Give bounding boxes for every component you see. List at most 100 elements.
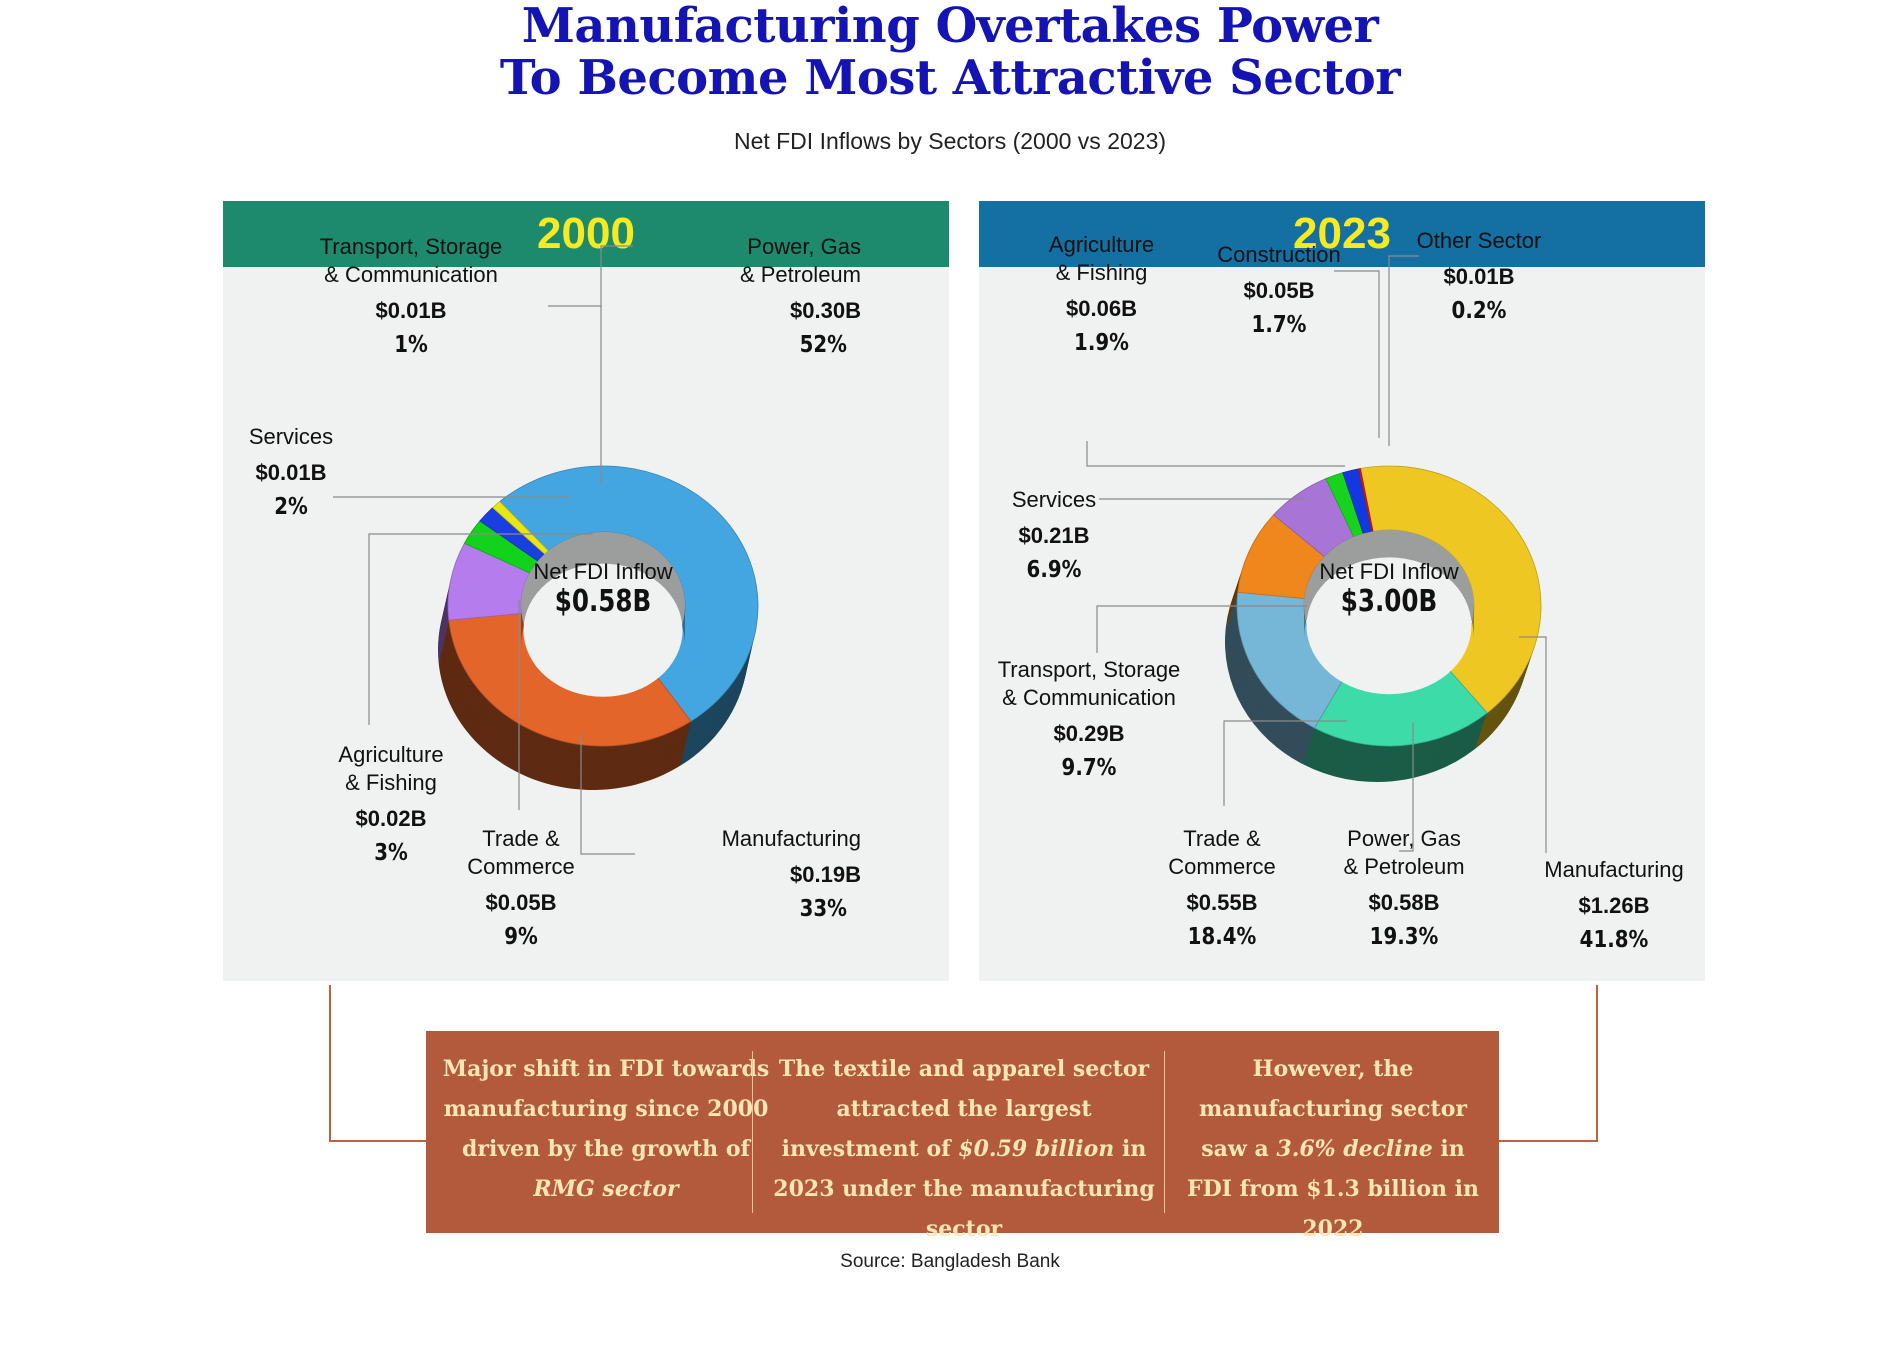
label-power-gas-petroleum: Power, Gas & Petroleum $0.58B 19.3% — [1319, 825, 1489, 951]
title-line-1: Manufacturing Overtakes Power — [521, 0, 1379, 54]
label-value: $0.29B — [1053, 721, 1125, 746]
note-1-text: Major shift in FDI towards manufacturing… — [442, 1056, 770, 1162]
donut-inner-wall — [1304, 530, 1474, 639]
panel-2000: 2000 Net FDI Inflow $0.58B Power, Gas & Pet… — [223, 201, 949, 981]
leader-other-sector — [1388, 255, 1419, 446]
label-transport-storage-communication: Transport, Storage & Communication $0.29B 9… — [989, 656, 1189, 782]
label-name-line: & Communication — [1002, 685, 1176, 710]
leader-power-gas-petroleum — [600, 245, 633, 308]
label-percent: 0.2% — [1451, 298, 1507, 324]
title-line-2: To Become Most Attractive Sector — [499, 50, 1401, 106]
label-agriculture-fishing: Agriculture & Fishing $0.02B 3% — [301, 741, 481, 867]
label-trade-commerce: Trade & Commerce $0.05B 9% — [441, 825, 601, 951]
leader-agriculture-fishing — [368, 533, 593, 725]
label-name-line: & Petroleum — [1343, 854, 1465, 879]
label-name-line: Power, Gas — [747, 234, 861, 259]
label-name-line: Construction — [1217, 242, 1341, 267]
label-value: $0.21B — [1018, 523, 1090, 548]
notes-divider-1 — [752, 1051, 753, 1213]
note-2: The textile and apparel sector attracted… — [772, 1049, 1156, 1249]
panel-2023: 2023 Net FDI Inflow $3.00B Manufacturing $1… — [979, 201, 1705, 981]
center-value: $3.00B — [1340, 584, 1438, 619]
label-power-gas-petroleum: Power, Gas & Petroleum $0.30B 52% — [661, 233, 861, 359]
note-2-text: The textile and apparel sector attracted… — [778, 1056, 1150, 1162]
label-transport-storage-communication: Transport, Storage & Communication $0.01B 1… — [311, 233, 511, 359]
label-percent: 1.9% — [1074, 330, 1129, 356]
panel-2023-header: 2023 — [979, 201, 1705, 267]
label-name-line: & Fishing — [345, 770, 437, 795]
note-2-after: in 2023 under the manufacturing sector — [773, 1136, 1155, 1242]
label-name-line: Transport, Storage — [997, 657, 1181, 682]
label-value: $1.26B — [1578, 893, 1650, 918]
note-3-text: However, the manufacturing sector saw a — [1199, 1056, 1467, 1162]
leader-trade-commerce — [518, 600, 521, 810]
leader-agriculture-fishing — [1086, 441, 1345, 467]
label-name-line: Services — [248, 424, 334, 449]
label-name-line: Agriculture — [338, 742, 444, 767]
leader-manufacturing — [1519, 636, 1547, 853]
label-name-line: Manufacturing — [721, 826, 861, 851]
label-value: $0.02B — [355, 806, 427, 831]
note-2-emphasis: $0.59 billion — [958, 1136, 1115, 1162]
label-construction: Construction $0.05B 1.7% — [1189, 241, 1369, 339]
label-services: Services $0.01B 2% — [241, 423, 341, 521]
center-label: Net FDI Inflow — [1319, 559, 1459, 584]
center-value: $0.58B — [554, 584, 652, 619]
label-name-line: Commerce — [1168, 854, 1276, 879]
label-trade-commerce: Trade & Commerce $0.55B 18.4% — [1137, 825, 1307, 951]
label-name-line: Power, Gas — [1347, 826, 1461, 851]
label-percent: 18.4% — [1187, 924, 1257, 950]
leader-transport-storage-communication — [548, 305, 602, 485]
note-3-emphasis: 3.6% decline — [1276, 1136, 1433, 1162]
label-agriculture-fishing: Agriculture & Fishing $0.06B 1.9% — [1014, 231, 1189, 357]
label-percent: 19.3% — [1369, 924, 1439, 950]
label-other-sector: Other Sector $0.01B 0.2% — [1389, 227, 1569, 325]
donut-inner-wall — [521, 532, 685, 646]
donut-center-face — [523, 563, 683, 697]
label-value: $0.05B — [1243, 278, 1315, 303]
label-name-line: Trade & — [482, 826, 560, 851]
leader-trade-commerce — [1223, 720, 1347, 806]
label-value: $0.58B — [1368, 890, 1440, 915]
notes-box: Major shift in FDI towards manufacturing… — [426, 1031, 1499, 1242]
label-percent: 33% — [799, 896, 847, 922]
label-value: $0.55B — [1186, 890, 1258, 915]
donut-chart-2000 — [333, 245, 759, 855]
label-name-line: Services — [1011, 487, 1097, 512]
label-name-line: & Communication — [324, 262, 498, 287]
note-1: Major shift in FDI towards manufacturing… — [436, 1049, 776, 1209]
label-name-line: Commerce — [467, 854, 575, 879]
label-value: $0.01B — [1443, 264, 1515, 289]
label-percent: 1% — [394, 332, 428, 358]
label-percent: 1.7% — [1251, 312, 1307, 338]
label-value: $0.01B — [375, 298, 447, 323]
label-percent: 41.8% — [1579, 927, 1649, 953]
label-name-line: Trade & — [1183, 826, 1261, 851]
label-value: $0.05B — [485, 890, 557, 915]
leader-construction — [1334, 270, 1380, 438]
note-3: However, the manufacturing sector saw a … — [1178, 1049, 1488, 1249]
note-3-after: in FDI from $1.3 billion in 2022 — [1186, 1136, 1480, 1242]
donut-center-face — [1306, 557, 1472, 695]
leader-transport-storage-communication — [1096, 605, 1307, 653]
label-value: $0.19B — [790, 862, 861, 887]
label-services: Services $0.21B 6.9% — [1004, 486, 1104, 584]
label-name-line: Other Sector — [1416, 228, 1542, 253]
label-percent: 9.7% — [1061, 755, 1117, 781]
source-note: Source: Bangladesh Bank — [840, 1251, 1060, 1272]
label-name-line: Manufacturing — [1544, 857, 1684, 882]
label-percent: 2% — [274, 494, 308, 520]
label-value: $0.06B — [1066, 296, 1137, 321]
label-percent: 9% — [504, 924, 538, 950]
leader-power-gas-petroleum — [1399, 723, 1414, 852]
center-label: Net FDI Inflow — [533, 559, 673, 584]
label-value: $0.01B — [255, 460, 327, 485]
label-percent: 3% — [374, 840, 408, 866]
label-manufacturing: Manufacturing $0.19B 33% — [661, 825, 861, 923]
donut-chart-2023 — [1086, 255, 1547, 853]
label-manufacturing: Manufacturing $1.26B 41.8% — [1529, 856, 1699, 954]
label-percent: 52% — [799, 332, 847, 358]
connector-right — [1499, 985, 1598, 1142]
notes-divider-2 — [1164, 1051, 1165, 1213]
subtitle: Net FDI Inflows by Sectors (2000 vs 2023… — [733, 128, 1167, 154]
